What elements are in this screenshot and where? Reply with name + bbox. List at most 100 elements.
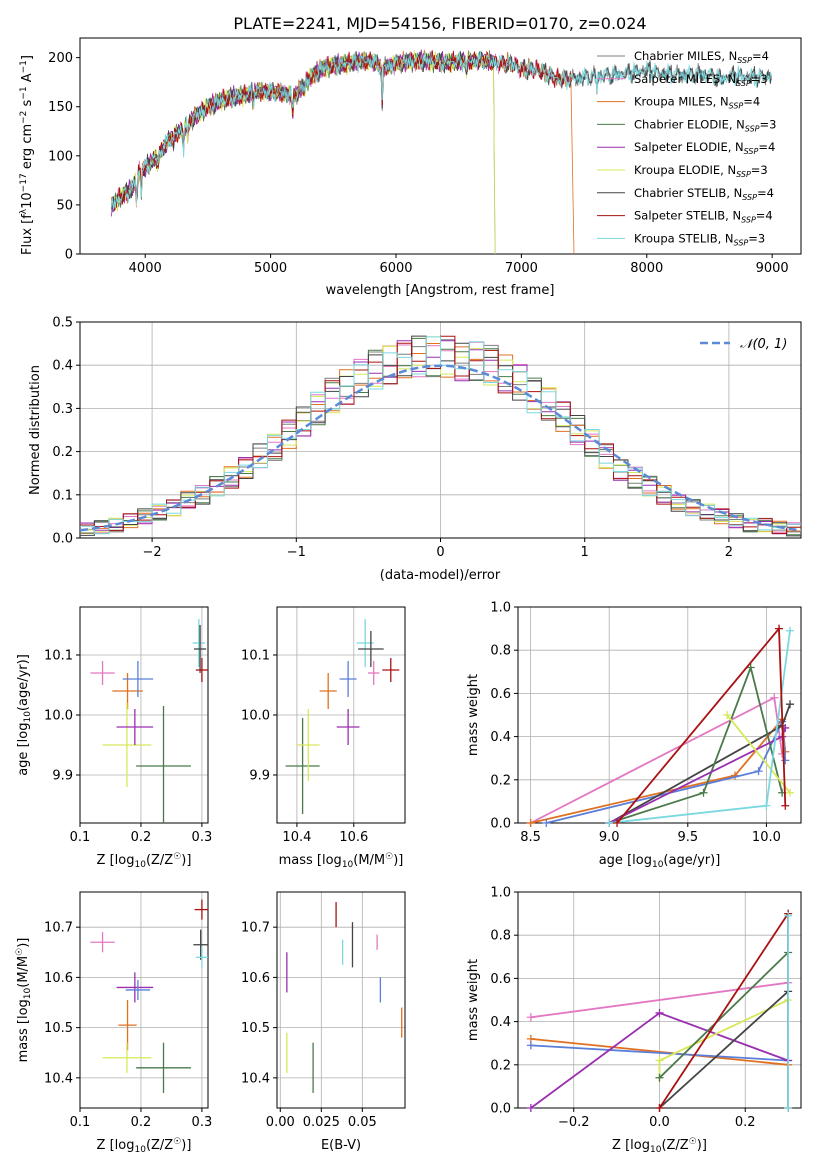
weight-vs-age-chart: 8.5 9.0 9.5 10.0 0.0 0.2 0.4 0.6 0.8 1.0 age [log1… — [466, 601, 802, 870]
weight-marker — [762, 801, 771, 810]
weight-line — [726, 714, 791, 794]
y-tick-label: 0.8 — [490, 929, 511, 944]
y-tick-label: 10.4 — [44, 1071, 73, 1086]
x-tick-label: 1 — [581, 545, 589, 560]
x-axis-label: Z [log10(Z/Z☉)] — [97, 852, 192, 870]
y-tick-label: 0.6 — [490, 972, 511, 987]
weight-marker — [785, 788, 794, 797]
y-tick-label: 100 — [48, 149, 73, 164]
x-tick-label: 0.3 — [192, 1115, 213, 1130]
weight-marker — [526, 1013, 535, 1022]
y-tick-label: 10.6 — [241, 971, 270, 986]
axes-frame — [276, 606, 406, 824]
x-tick-label: −1 — [287, 545, 306, 560]
weight-marker — [655, 1073, 664, 1082]
y-tick-label: 50 — [56, 198, 73, 213]
weight-marker — [784, 911, 793, 920]
x-tick-label: 6000 — [379, 261, 412, 276]
x-tick-label: 0.3 — [192, 830, 213, 845]
x-tick-label: 9.0 — [599, 830, 620, 845]
y-tick-label: 10.6 — [44, 971, 73, 986]
x-tick-label: 0.2 — [131, 830, 152, 845]
x-tick-label: 0.2 — [131, 1115, 152, 1130]
x-tick-label: 10.0 — [752, 830, 781, 845]
y-tick-label: 9.9 — [52, 769, 73, 784]
weight-vs-metallicity-chart: −0.2 0.0 0.2 0.0 0.2 0.4 0.6 0.8 1.0 Z [log10(Z/Z… — [466, 886, 802, 1155]
weight-marker — [605, 819, 614, 827]
weight-marker — [526, 1104, 535, 1112]
weight-marker — [526, 1041, 535, 1050]
x-tick-label: 8.5 — [520, 830, 541, 845]
legend-label: Salpeter MILES, NSSP=3 — [634, 72, 768, 88]
y-tick-label: 0 — [65, 248, 73, 263]
axes-frame — [79, 37, 802, 255]
x-tick-label: 0.05 — [348, 1115, 377, 1130]
axes-frame — [276, 891, 406, 1109]
x-tick-label: 0.1 — [70, 1115, 91, 1130]
y-tick-label: 10.7 — [44, 921, 73, 936]
weight-marker — [542, 819, 551, 827]
y-tick-label: 0.2 — [490, 773, 511, 788]
y-tick-label: 10.4 — [241, 1071, 270, 1086]
x-axis-label: Z [log10(Z/Z☉)] — [612, 1137, 707, 1155]
y-tick-label: 9.9 — [249, 769, 270, 784]
spectrum-chart: 4000 5000 6000 7000 8000 9000 0 50 100 150 200 wave… — [19, 37, 802, 298]
y-tick-label: 0.4 — [52, 359, 73, 374]
y-tick-label: 0.4 — [490, 1015, 511, 1030]
legend-label: 𝒩(0, 1) — [740, 337, 787, 352]
plot-area — [110, 49, 772, 254]
plot-area — [286, 902, 403, 1093]
normal-curve — [80, 364, 801, 532]
weight-line — [608, 664, 783, 824]
mass-vs-metallicity-chart: 0.1 0.2 0.3 10.4 10.5 10.6 10.7 Z [log10(Z/Z☉)]… — [15, 891, 213, 1155]
y-tick-label: 0.2 — [52, 445, 73, 460]
weight-line — [530, 1044, 789, 1062]
weight-marker — [785, 626, 794, 635]
spectrum-line — [110, 49, 575, 254]
mass-vs-extinction-chart: 0.00 0.025 0.05 10.4 10.5 10.6 10.7 E(B-V) — [241, 891, 406, 1153]
legend-label: Chabrier MILES, NSSP=4 — [634, 49, 769, 65]
y-tick-label: 0.8 — [490, 644, 511, 659]
spectrum-line — [110, 50, 772, 210]
weight-line — [658, 910, 789, 1109]
legend-label: Salpeter ELODIE, NSSP=4 — [634, 140, 775, 156]
y-tick-label: 0.0 — [490, 1102, 511, 1117]
weight-marker — [699, 788, 708, 797]
x-tick-label: 0.025 — [303, 1115, 340, 1130]
y-tick-label: 0.4 — [490, 730, 511, 745]
x-tick-label: 0 — [436, 545, 444, 560]
y-tick-label: 10.7 — [241, 921, 270, 936]
x-tick-label: 0.2 — [735, 1115, 756, 1130]
y-tick-label: 0.5 — [52, 316, 73, 331]
x-axis-label: mass [log10(M/M☉)] — [279, 852, 404, 870]
figure-title: PLATE=2241, MJD=54156, FIBERID=0170, z=0… — [233, 14, 646, 33]
x-tick-label: −0.2 — [558, 1115, 590, 1130]
plot-area — [285, 619, 400, 814]
weight-marker — [774, 624, 783, 633]
y-tick-label: 150 — [48, 100, 73, 115]
legend-label: Kroupa STELIB, NSSP=3 — [634, 231, 765, 247]
plot-area — [80, 335, 801, 537]
x-tick-label: 4000 — [129, 261, 162, 276]
x-axis-label: age [log10(age/yr)] — [599, 853, 721, 870]
weight-marker — [655, 1008, 664, 1017]
y-tick-label: 0.0 — [52, 532, 73, 547]
weight-line — [530, 1038, 789, 1066]
weight-marker — [770, 693, 779, 702]
x-axis-label: E(B-V) — [321, 1138, 361, 1153]
weight-line — [658, 951, 789, 1079]
axes-frame — [79, 321, 802, 539]
weight-marker — [784, 1104, 793, 1112]
x-tick-label: 0.0 — [649, 1115, 670, 1130]
y-axis-label: age [log10(age/yr)] — [16, 654, 33, 776]
plot-area — [90, 619, 208, 823]
y-axis-label: mass weight — [466, 674, 481, 756]
y-axis-label: Normed distribution — [28, 365, 43, 495]
legend-label: Kroupa ELODIE, NSSP=3 — [634, 163, 768, 179]
axes-frame — [517, 606, 802, 824]
y-tick-label: 0.0 — [490, 817, 511, 832]
y-tick-label: 10.0 — [44, 709, 73, 724]
x-tick-label: 7000 — [505, 261, 538, 276]
y-tick-label: 10.5 — [241, 1021, 270, 1036]
